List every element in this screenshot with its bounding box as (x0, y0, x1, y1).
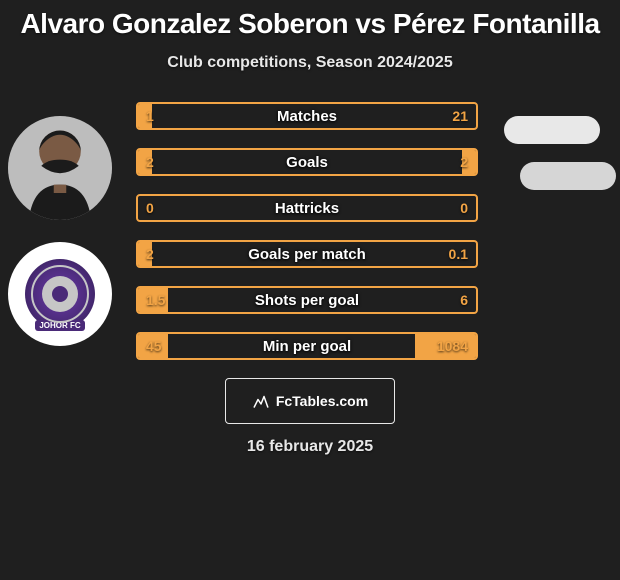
stat-value-right: 0.1 (441, 242, 476, 266)
pill-decorator-1 (504, 116, 600, 144)
player-right-avatar: JOHOR FC (8, 242, 112, 346)
stat-label: Hattricks (138, 196, 476, 220)
stat-row: 0 0Hattricks (136, 194, 478, 222)
date-text: 16 february 2025 (0, 438, 620, 456)
stat-bars: 121Matches 22Goals 0 0Hattricks 20.1Goals pe… (136, 102, 478, 360)
stat-value-left: 0 (138, 196, 162, 220)
bar-fill-left (138, 334, 168, 358)
bar-fill-right (462, 150, 476, 174)
stat-label: Shots per goal (138, 288, 476, 312)
club-crest-label: JOHOR FC (35, 320, 84, 331)
bar-fill-left (138, 150, 152, 174)
stat-row: 121Matches (136, 102, 478, 130)
stat-row: 22Goals (136, 148, 478, 176)
stat-label: Goals per match (138, 242, 476, 266)
bar-fill-left (138, 104, 152, 128)
brand-text: FcTables.com (276, 393, 368, 409)
stat-label: Goals (138, 150, 476, 174)
brand-logo-icon (252, 392, 270, 410)
pill-decorator-2 (520, 162, 616, 190)
player-left-avatar (8, 116, 112, 220)
headshot-icon (8, 116, 112, 220)
stat-value-right: 21 (444, 104, 476, 128)
comparison-area: JOHOR FC 121Matches 22Goals 0 0Hattricks 20.… (0, 102, 620, 360)
bar-fill-left (138, 288, 168, 312)
page-subtitle: Club competitions, Season 2024/2025 (0, 54, 620, 72)
brand-box: FcTables.com (225, 378, 395, 424)
stat-value-right: 6 (452, 288, 476, 312)
stat-label: Matches (138, 104, 476, 128)
stat-value-right: 0 (452, 196, 476, 220)
bar-fill-right (415, 334, 476, 358)
club-crest-icon: JOHOR FC (25, 259, 95, 329)
bar-fill-left (138, 242, 152, 266)
stat-row: 451084Min per goal (136, 332, 478, 360)
stat-row: 1.56Shots per goal (136, 286, 478, 314)
page-title: Alvaro Gonzalez Soberon vs Pérez Fontani… (0, 0, 620, 40)
stat-row: 20.1Goals per match (136, 240, 478, 268)
